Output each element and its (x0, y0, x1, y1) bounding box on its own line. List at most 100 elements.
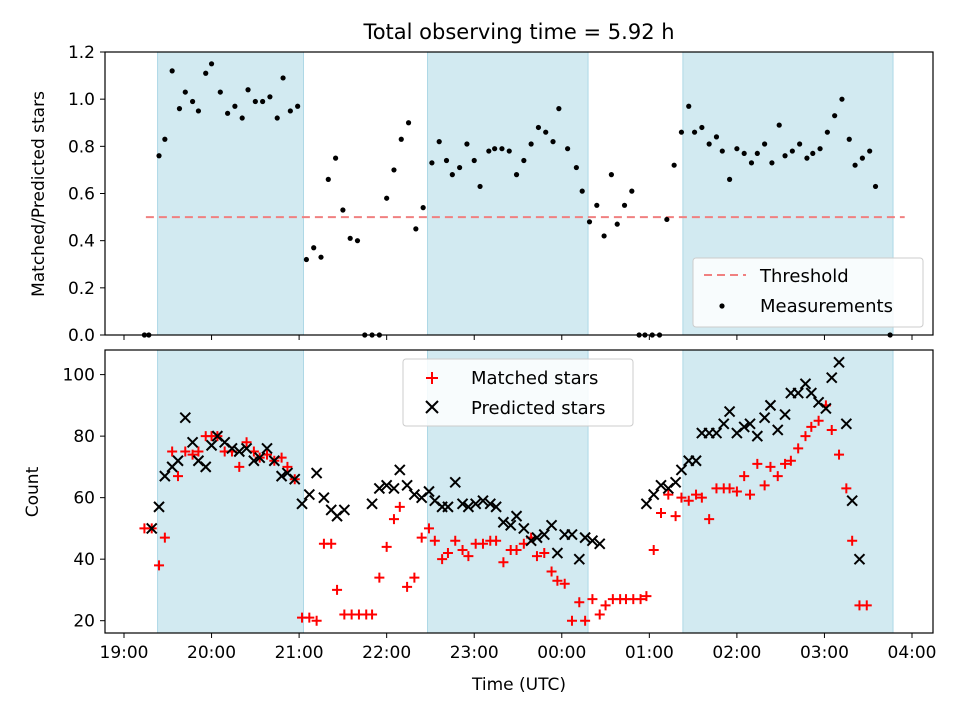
measurement-point (429, 160, 435, 166)
matched-star-point (793, 443, 804, 454)
predicted-star-point (254, 451, 266, 464)
predicted-star-point (484, 498, 496, 510)
predicted-star-point (833, 356, 845, 369)
matched-star-point (696, 492, 707, 503)
predicted-star-point (840, 418, 853, 430)
y-tick-label: 1.2 (68, 43, 95, 63)
predicted-star-point (586, 535, 599, 547)
measurement-point (208, 61, 215, 67)
matched-star-point (450, 535, 461, 546)
measurement-point (318, 254, 324, 260)
predicted-star-point (248, 455, 260, 467)
matched-star-point (511, 544, 522, 555)
predicted-star-point (545, 519, 558, 532)
predicted-star-point (772, 424, 784, 436)
measurement-point (325, 176, 331, 182)
predicted-star-point (640, 498, 653, 510)
measurement-point (295, 103, 301, 109)
y-tick-label: 40 (73, 550, 95, 570)
x-tick-label: 21:00 (275, 643, 324, 663)
shaded-interval-1 (157, 51, 304, 336)
matched-star-point (834, 449, 845, 460)
matched-star-point (423, 523, 434, 534)
measurement-point (457, 164, 463, 171)
predicted-star-point (240, 442, 253, 455)
bottom-panel: 19:00 20:00 21:00 22:00 23:00 00:00 01:00 02:00… (23, 349, 937, 695)
predicted-star-point (172, 455, 184, 467)
predicted-star-point (159, 470, 171, 482)
predicted-star-point (573, 553, 585, 565)
measurement-point (528, 141, 534, 147)
predicted-star-point (469, 498, 482, 510)
measurement-point (719, 148, 725, 154)
measurement-point (608, 172, 614, 178)
matched-star-point (559, 578, 570, 589)
matched-star-point (154, 560, 165, 571)
y-tick-label: 100 (63, 366, 95, 386)
measurement-point (565, 146, 571, 152)
measurement-point (176, 106, 183, 112)
matched-star-point (683, 495, 694, 506)
matched-star-point (429, 535, 440, 546)
measurement-point (535, 124, 542, 131)
legend-measurements-swatch (719, 303, 725, 309)
bottom-y-ticks: 20 40 60 80 100 (63, 366, 105, 632)
matched-star-point (670, 511, 681, 522)
measurement-point (789, 148, 795, 154)
predicted-star-point (153, 501, 165, 513)
measurement-point (347, 235, 353, 241)
predicted-star-point (744, 418, 756, 430)
predicted-star-point (566, 528, 578, 541)
predicted-star-point (373, 482, 386, 495)
measurement-point (573, 164, 579, 171)
predicted-star-point (669, 476, 682, 488)
measurement-point (614, 221, 620, 227)
top-legend: Threshold Measurements (692, 257, 924, 328)
predicted-star-point (718, 418, 730, 430)
predicted-star-point (805, 387, 818, 399)
measurement-point (477, 183, 483, 190)
matched-star-point (388, 514, 399, 525)
predicted-star-point (366, 498, 378, 510)
legend-matched-label: Matched stars (471, 368, 598, 389)
measurement-point (550, 139, 556, 145)
measurement-point (162, 136, 168, 142)
legend-measurements-label: Measurements (760, 296, 893, 317)
y-tick-label: 0.6 (68, 185, 95, 205)
measurement-point (846, 136, 852, 142)
predicted-star-point (179, 411, 191, 424)
y-tick-label: 0.8 (68, 137, 95, 157)
top-panel: 0.0 0.2 0.4 0.6 0.8 1.0 1.2 Matched/Predicted … (29, 43, 934, 346)
x-tick-label: 23:00 (450, 643, 499, 663)
predicted-star-point (799, 378, 812, 390)
legend-predicted-label: Predicted stars (471, 398, 605, 419)
matched-star-point (326, 538, 337, 549)
predicted-star-point (200, 461, 212, 473)
measurement-point (741, 150, 747, 157)
matched-star-point (167, 446, 178, 457)
measurement-point (556, 106, 562, 112)
predicted-star-point (675, 464, 688, 476)
measurement-point (274, 115, 280, 121)
measurement-point (332, 155, 339, 161)
matched-star-point (724, 483, 735, 494)
predicted-star-point (388, 482, 400, 495)
measurement-point (156, 153, 162, 159)
matched-star-point (394, 501, 405, 512)
measurement-point (810, 150, 816, 157)
matched-star-point (739, 471, 750, 482)
matched-star-point (731, 486, 742, 497)
predicted-star-point (449, 476, 461, 488)
measurement-point (513, 172, 520, 178)
measurement-point (232, 103, 238, 109)
chart-title: Total observing time = 5.92 h (362, 20, 674, 44)
measurement-point (754, 150, 760, 157)
x-tick-label: 02:00 (712, 643, 761, 663)
matched-star-point (574, 597, 585, 608)
predicted-star-point (648, 488, 660, 501)
predicted-star-point (738, 421, 750, 433)
matched-star-point (180, 446, 191, 457)
predicted-star-point (338, 504, 351, 516)
measurement-point (169, 68, 175, 74)
measurement-point (354, 238, 361, 244)
